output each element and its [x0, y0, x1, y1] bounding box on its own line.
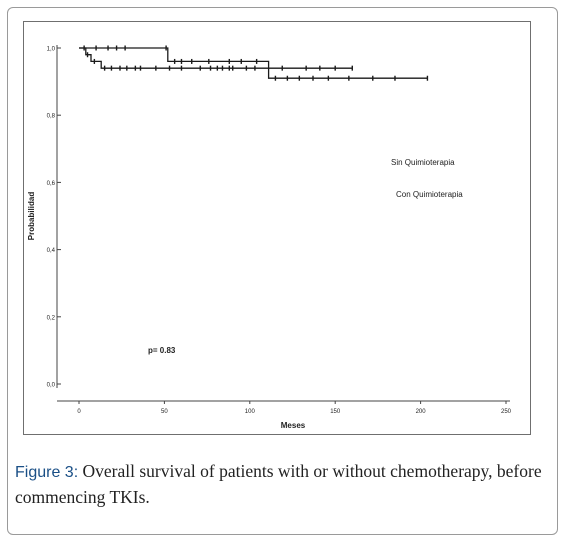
y-tick-label: 0,8: [47, 114, 56, 120]
series-layer: [79, 45, 429, 81]
y-ticks: 0,0 0,2 0,4 0,6 0,8 1,0: [47, 47, 61, 389]
y-tick-label: 0,0: [47, 383, 56, 389]
p-value-annotation: p= 0.83: [148, 346, 176, 355]
x-tick-label: 200: [416, 409, 427, 415]
series-line-sin-quimioterapia: [79, 47, 428, 79]
x-ticks: 0 50 100 150 200 250: [77, 401, 512, 415]
y-tick-label: 0,2: [47, 315, 56, 321]
y-axis-label: Probabilidad: [27, 192, 36, 241]
y-tick-label: 1,0: [47, 47, 56, 53]
figure-caption: Figure 3: Overall survival of patients w…: [15, 459, 550, 510]
y-tick-label: 0,4: [47, 248, 56, 254]
x-axis-label: Meses: [281, 421, 306, 430]
figure-caption-text: Overall survival of patients with or wit…: [15, 461, 542, 507]
plot-frame: [23, 21, 531, 435]
x-tick-label: 250: [501, 409, 512, 415]
legend-label-con-quimioterapia: Con Quimioterapia: [396, 190, 463, 199]
figure-caption-label: Figure 3:: [15, 464, 79, 481]
legend-label-sin-quimioterapia: Sin Quimioterapia: [391, 158, 455, 167]
x-tick-label: 0: [77, 409, 81, 415]
axes: [56, 45, 510, 402]
y-tick-label: 0,6: [47, 181, 56, 187]
x-tick-label: 150: [330, 409, 341, 415]
series-line-con-quimioterapia: [79, 47, 353, 69]
x-tick-label: 50: [161, 409, 168, 415]
figure-frame: [7, 7, 558, 535]
x-tick-label: 100: [245, 409, 256, 415]
